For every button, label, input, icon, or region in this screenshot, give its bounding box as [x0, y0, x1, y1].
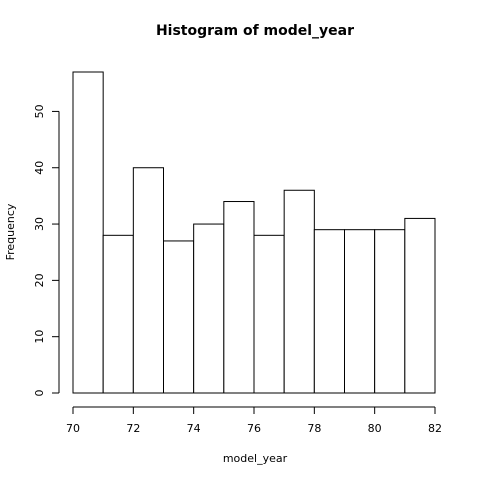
y-tick-label: 50: [33, 104, 46, 118]
x-axis-label: model_year: [223, 452, 288, 465]
y-tick-label: 0: [33, 390, 46, 397]
y-tick-label: 30: [33, 217, 46, 231]
x-tick-label: 82: [428, 422, 442, 435]
chart-title: Histogram of model_year: [156, 23, 354, 39]
histogram-bar: [163, 240, 195, 394]
y-tick-label: 10: [33, 330, 46, 344]
x-tick-label: 72: [126, 422, 140, 435]
histogram-bar: [223, 201, 255, 394]
histogram-bar: [132, 167, 164, 394]
histogram-bar: [344, 229, 376, 394]
y-axis: 0 10 20 30 40 50: [33, 104, 60, 397]
histogram-bar: [72, 71, 104, 394]
histogram-bar: [313, 229, 346, 394]
x-tick-label: 80: [368, 422, 382, 435]
y-tick-label: 40: [33, 161, 46, 175]
histogram-bar: [283, 189, 315, 394]
x-tick-label: 74: [187, 422, 201, 435]
histogram-bar: [193, 223, 225, 394]
histogram-bar: [102, 234, 134, 394]
y-axis-label: Frequency: [4, 203, 17, 260]
histogram-bar: [253, 234, 285, 394]
x-tick-label: 70: [66, 422, 80, 435]
bars-group: [72, 71, 436, 394]
histogram-bar: [404, 217, 436, 394]
x-axis: 70 72 74 76 78 80 82: [66, 406, 442, 435]
histogram-bar: [374, 229, 406, 394]
x-tick-label: 76: [247, 422, 261, 435]
y-tick-label: 20: [33, 273, 46, 287]
x-tick-label: 78: [307, 422, 321, 435]
